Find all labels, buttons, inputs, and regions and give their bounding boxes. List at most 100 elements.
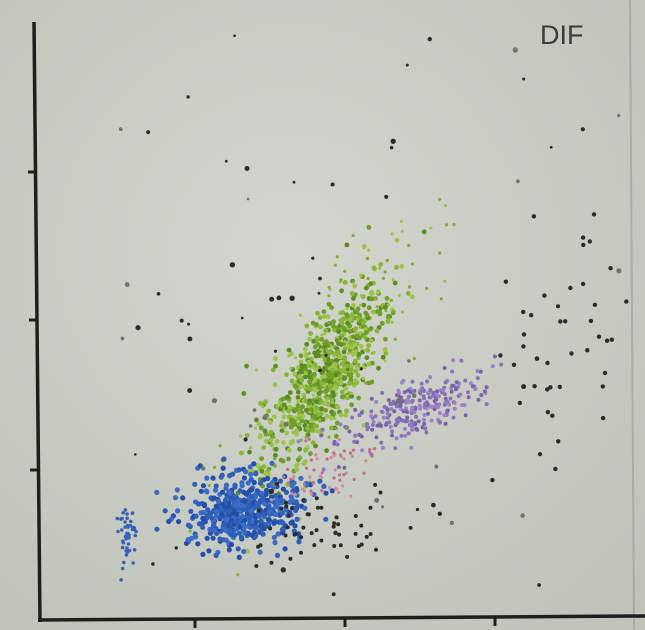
green-dot — [326, 301, 332, 307]
green-dot — [332, 354, 336, 358]
scatter-dot — [331, 524, 336, 529]
blue-dot — [125, 512, 129, 516]
green-dot — [308, 451, 313, 456]
purple-dot — [410, 398, 415, 403]
scatter-dot — [405, 63, 409, 67]
blue-dot — [257, 480, 263, 486]
green-dot — [393, 337, 397, 341]
blue-dot — [213, 503, 219, 509]
blue-dot — [193, 534, 199, 540]
pink-dot — [289, 477, 293, 481]
scatter-dot — [187, 322, 191, 326]
blue-dot — [252, 503, 258, 510]
blue-dot — [210, 535, 216, 541]
green-dot — [363, 348, 367, 352]
green-dot — [319, 347, 323, 352]
blue-dot — [245, 480, 251, 486]
scatter-dot — [521, 332, 527, 337]
pink-dot — [332, 476, 336, 480]
pink-dot — [309, 458, 313, 462]
purple-dot — [451, 415, 456, 420]
green-dot — [316, 353, 322, 359]
blue-dot — [123, 508, 128, 512]
green-dot — [334, 426, 339, 431]
green-dot — [400, 310, 404, 314]
scatter-dot — [548, 385, 553, 390]
scatter-dot — [498, 353, 503, 358]
green-dot — [323, 332, 327, 336]
purple-dot — [386, 398, 391, 403]
green-dot — [389, 298, 393, 302]
green-dot — [327, 285, 331, 289]
green-dot — [297, 413, 301, 417]
pink-dot — [349, 494, 353, 498]
pink-dot — [269, 498, 273, 502]
green-dot — [349, 391, 353, 395]
blue-dot — [292, 523, 298, 529]
purple-dot — [452, 400, 457, 405]
green-dot — [307, 380, 313, 385]
green-dot — [341, 316, 347, 321]
scatter-dot — [174, 546, 178, 550]
purple-dot — [408, 390, 413, 395]
scatter-dot — [309, 531, 314, 536]
purple-dot — [321, 467, 326, 472]
pink-dot — [293, 492, 297, 497]
green-dot — [361, 320, 367, 325]
green-dot — [337, 378, 341, 382]
scatter-dot — [120, 336, 125, 341]
purple-dot — [380, 390, 385, 395]
blue-dot — [251, 479, 257, 486]
scatter-dot — [542, 293, 547, 298]
purple-dot — [420, 386, 425, 391]
scatter-dot — [368, 532, 373, 536]
green-dot — [362, 334, 368, 340]
green-dot — [305, 426, 310, 431]
purple-dot — [445, 408, 450, 413]
green-dot — [315, 428, 321, 434]
green-dot — [362, 245, 366, 250]
blue-dot — [239, 502, 246, 509]
scatter-dot — [293, 532, 298, 536]
scatter-dot — [336, 522, 341, 527]
scatter-dot — [314, 496, 319, 501]
scatter-dot — [359, 542, 364, 547]
scatter-dot — [434, 464, 439, 469]
green-dot — [308, 364, 312, 368]
green-dot — [323, 339, 329, 344]
green-dot — [385, 258, 389, 262]
pink-dot — [311, 480, 315, 484]
purple-dot — [414, 414, 419, 419]
scatter-dot — [588, 318, 594, 324]
scatter-dot — [359, 367, 363, 371]
blue-dot — [242, 498, 248, 504]
green-dot — [258, 425, 264, 431]
blue-dot — [200, 551, 206, 558]
scatter-dot — [408, 525, 413, 530]
purple-dot — [463, 378, 468, 383]
purple-dot — [475, 376, 480, 381]
purple-dot — [409, 408, 414, 413]
green-dot — [383, 350, 389, 356]
blue-dot — [323, 516, 329, 522]
pink-dot — [332, 451, 336, 455]
pink-dot — [290, 491, 294, 495]
green-dot — [266, 408, 272, 414]
frame-line — [629, 0, 635, 630]
blue-dot — [261, 526, 267, 532]
pink-dot — [304, 439, 308, 443]
pink-dot — [341, 484, 345, 488]
green-dot — [405, 291, 411, 296]
purple-dot — [319, 433, 324, 438]
scatter-dot — [135, 325, 141, 331]
pink-dot — [342, 473, 346, 477]
scatter-dot — [407, 359, 411, 363]
purple-dot — [426, 411, 430, 416]
green-dot — [272, 414, 277, 420]
scatter-dot — [151, 562, 155, 566]
blue-dot — [120, 566, 125, 571]
blue-dot — [200, 515, 206, 522]
blue-dot — [121, 511, 125, 515]
purple-dot — [422, 421, 427, 426]
